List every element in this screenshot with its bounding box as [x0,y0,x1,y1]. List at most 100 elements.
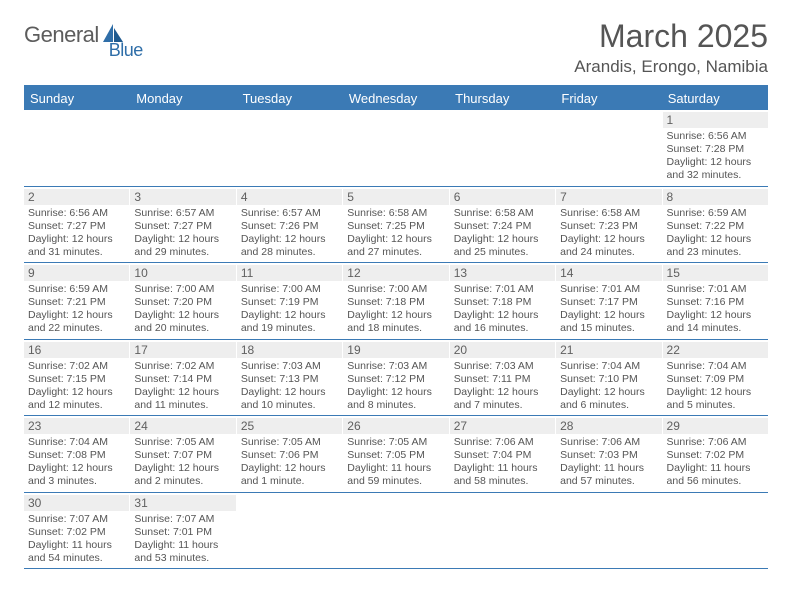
day-info: Sunrise: 7:05 AMSunset: 7:06 PMDaylight:… [241,436,338,489]
day-cell: 3Sunrise: 6:57 AMSunset: 7:27 PMDaylight… [130,187,236,263]
day-info: Sunrise: 7:06 AMSunset: 7:03 PMDaylight:… [560,436,657,489]
week-row: 16 Sunrise: 7:02 AMSunset: 7:15 PMDayligh… [24,340,768,417]
day-number: 18 [237,342,342,358]
month-title: March 2025 [574,18,768,55]
day-number: 23 [24,418,129,434]
day-cell: 2Sunrise: 6:56 AMSunset: 7:27 PMDaylight… [24,187,130,263]
day-number: 28 [556,418,661,434]
day-cell: 4Sunrise: 6:57 AMSunset: 7:26 PMDaylight… [237,187,343,263]
day-cell: 10 Sunrise: 7:00 AMSunset: 7:20 PMDayligh… [130,263,236,339]
day-cell: 31 Sunrise: 7:07 AMSunset: 7:01 PMDayligh… [130,493,236,569]
day-number: 10 [130,265,235,281]
weeks-container: 1Sunrise: 6:56 AMSunset: 7:28 PMDaylight… [24,110,768,569]
weekday-saturday: Saturday [662,87,768,110]
day-cell-empty [663,493,768,569]
day-number: 12 [343,265,448,281]
day-number: 24 [130,418,235,434]
day-cell: 13 Sunrise: 7:01 AMSunset: 7:18 PMDayligh… [450,263,556,339]
weekday-friday: Friday [555,87,661,110]
day-number: 27 [450,418,555,434]
day-info: Sunrise: 7:03 AMSunset: 7:11 PMDaylight:… [454,360,551,413]
logo: General Blue [24,18,143,61]
day-number: 1 [663,112,768,128]
day-cell: 5Sunrise: 6:58 AMSunset: 7:25 PMDaylight… [343,187,449,263]
day-number: 8 [663,189,768,205]
day-info: Sunrise: 7:02 AMSunset: 7:14 PMDaylight:… [134,360,231,413]
day-info: Sunrise: 7:04 AMSunset: 7:08 PMDaylight:… [28,436,125,489]
day-cell: 23 Sunrise: 7:04 AMSunset: 7:08 PMDayligh… [24,416,130,492]
day-number: 31 [130,495,235,511]
day-info: Sunrise: 7:02 AMSunset: 7:15 PMDaylight:… [28,360,125,413]
day-cell-empty [450,493,556,569]
day-cell: 15Sunrise: 7:01 AMSunset: 7:16 PMDayligh… [663,263,768,339]
header: General Blue March 2025 Arandis, Erongo,… [24,18,768,77]
day-info: Sunrise: 7:07 AMSunset: 7:01 PMDaylight:… [134,513,231,566]
weekday-wednesday: Wednesday [343,87,449,110]
day-number: 20 [450,342,555,358]
day-info: Sunrise: 7:03 AMSunset: 7:12 PMDaylight:… [347,360,444,413]
day-number: 29 [663,418,768,434]
day-cell: 8 Sunrise: 6:59 AMSunset: 7:22 PMDaylight… [663,187,768,263]
day-number: 30 [24,495,129,511]
calendar-page: General Blue March 2025 Arandis, Erongo,… [0,0,792,569]
week-row: 30Sunrise: 7:07 AMSunset: 7:02 PMDayligh… [24,493,768,570]
day-number: 6 [450,189,555,205]
day-cell: 7 Sunrise: 6:58 AMSunset: 7:23 PMDaylight… [556,187,662,263]
day-cell: 16 Sunrise: 7:02 AMSunset: 7:15 PMDayligh… [24,340,130,416]
day-info: Sunrise: 7:00 AMSunset: 7:18 PMDaylight:… [347,283,444,336]
day-info: Sunrise: 6:57 AMSunset: 7:27 PMDaylight:… [134,207,231,260]
day-info: Sunrise: 6:58 AMSunset: 7:24 PMDaylight:… [454,207,551,260]
day-info: Sunrise: 7:01 AMSunset: 7:17 PMDaylight:… [560,283,657,336]
day-cell: 29 Sunrise: 7:06 AMSunset: 7:02 PMDayligh… [663,416,768,492]
weekday-header-row: SundayMondayTuesdayWednesdayThursdayFrid… [24,87,768,110]
day-cell: 30Sunrise: 7:07 AMSunset: 7:02 PMDayligh… [24,493,130,569]
day-cell-empty [556,493,662,569]
day-number: 22 [663,342,768,358]
day-info: Sunrise: 6:56 AMSunset: 7:27 PMDaylight:… [28,207,125,260]
day-cell: 12 Sunrise: 7:00 AMSunset: 7:18 PMDayligh… [343,263,449,339]
day-number: 7 [556,189,661,205]
day-info: Sunrise: 7:03 AMSunset: 7:13 PMDaylight:… [241,360,338,413]
day-cell: 18 Sunrise: 7:03 AMSunset: 7:13 PMDayligh… [237,340,343,416]
day-number: 13 [450,265,555,281]
day-cell-empty [130,110,236,186]
week-row: 9Sunrise: 6:59 AMSunset: 7:21 PMDaylight… [24,263,768,340]
day-cell-empty [556,110,662,186]
day-info: Sunrise: 6:57 AMSunset: 7:26 PMDaylight:… [241,207,338,260]
day-cell: 11 Sunrise: 7:00 AMSunset: 7:19 PMDayligh… [237,263,343,339]
day-info: Sunrise: 7:06 AMSunset: 7:04 PMDaylight:… [454,436,551,489]
day-info: Sunrise: 7:04 AMSunset: 7:10 PMDaylight:… [560,360,657,413]
day-info: Sunrise: 7:01 AMSunset: 7:18 PMDaylight:… [454,283,551,336]
day-cell-empty [24,110,130,186]
day-number: 5 [343,189,448,205]
calendar: SundayMondayTuesdayWednesdayThursdayFrid… [24,85,768,569]
logo-text-general: General [24,22,99,48]
day-info: Sunrise: 7:05 AMSunset: 7:07 PMDaylight:… [134,436,231,489]
logo-text-blue: Blue [109,40,143,61]
day-cell-empty [450,110,556,186]
day-number: 26 [343,418,448,434]
day-cell: 21Sunrise: 7:04 AMSunset: 7:10 PMDayligh… [556,340,662,416]
day-info: Sunrise: 7:06 AMSunset: 7:02 PMDaylight:… [667,436,764,489]
day-info: Sunrise: 6:59 AMSunset: 7:21 PMDaylight:… [28,283,125,336]
location: Arandis, Erongo, Namibia [574,57,768,77]
day-info: Sunrise: 6:58 AMSunset: 7:23 PMDaylight:… [560,207,657,260]
day-cell: 9Sunrise: 6:59 AMSunset: 7:21 PMDaylight… [24,263,130,339]
day-info: Sunrise: 6:59 AMSunset: 7:22 PMDaylight:… [667,207,764,260]
day-cell: 22Sunrise: 7:04 AMSunset: 7:09 PMDayligh… [663,340,768,416]
day-info: Sunrise: 7:00 AMSunset: 7:20 PMDaylight:… [134,283,231,336]
day-cell: 19 Sunrise: 7:03 AMSunset: 7:12 PMDayligh… [343,340,449,416]
day-number: 19 [343,342,448,358]
day-cell: 27 Sunrise: 7:06 AMSunset: 7:04 PMDayligh… [450,416,556,492]
day-number: 11 [237,265,342,281]
day-number: 17 [130,342,235,358]
day-number: 16 [24,342,129,358]
week-row: 23 Sunrise: 7:04 AMSunset: 7:08 PMDayligh… [24,416,768,493]
weekday-sunday: Sunday [24,87,130,110]
weekday-thursday: Thursday [449,87,555,110]
day-info: Sunrise: 7:00 AMSunset: 7:19 PMDaylight:… [241,283,338,336]
day-cell: 17 Sunrise: 7:02 AMSunset: 7:14 PMDayligh… [130,340,236,416]
day-number: 15 [663,265,768,281]
weekday-tuesday: Tuesday [237,87,343,110]
day-info: Sunrise: 7:05 AMSunset: 7:05 PMDaylight:… [347,436,444,489]
